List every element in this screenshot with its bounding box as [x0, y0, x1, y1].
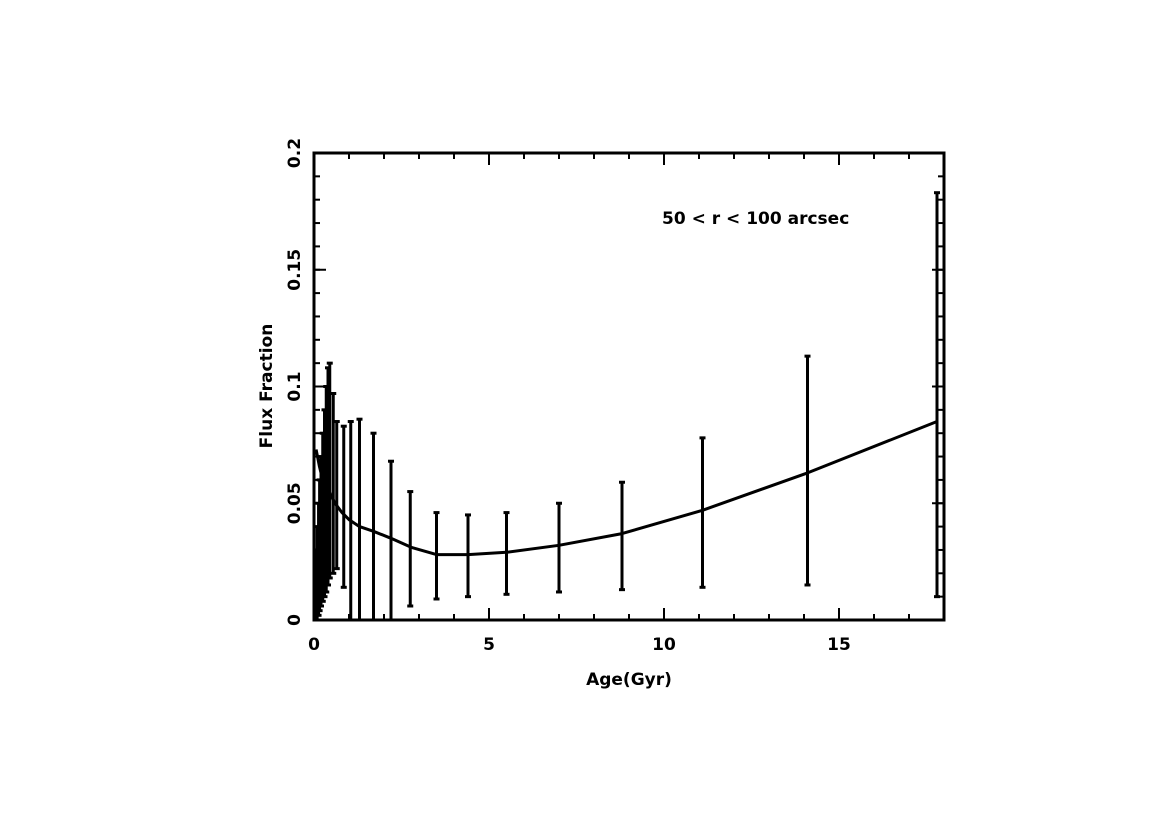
y-axis-label: Flux Fraction — [257, 324, 277, 449]
axis-ticks — [313, 152, 945, 621]
y-tick-label: 0.05 — [285, 482, 305, 524]
y-tick-label: 0.2 — [285, 138, 305, 168]
plot-frame — [312, 151, 946, 622]
x-axis-label: Age(Gyr) — [586, 670, 672, 690]
model-curve — [314, 420, 938, 557]
y-tick-label: 0.1 — [285, 371, 305, 401]
y-tick-label: 0 — [285, 614, 305, 626]
x-tick-label: 0 — [308, 635, 320, 655]
axis-tick-labels: 0 5 10 15 0 0.05 0.1 0.15 0.2 — [285, 138, 851, 655]
error-bars — [313, 191, 940, 622]
x-tick-label: 15 — [827, 635, 851, 655]
x-tick-label: 5 — [483, 635, 495, 655]
annotation-label: 50 < r < 100 arcsec — [662, 209, 849, 229]
x-tick-label: 10 — [652, 635, 676, 655]
y-tick-label: 0.15 — [285, 249, 305, 291]
